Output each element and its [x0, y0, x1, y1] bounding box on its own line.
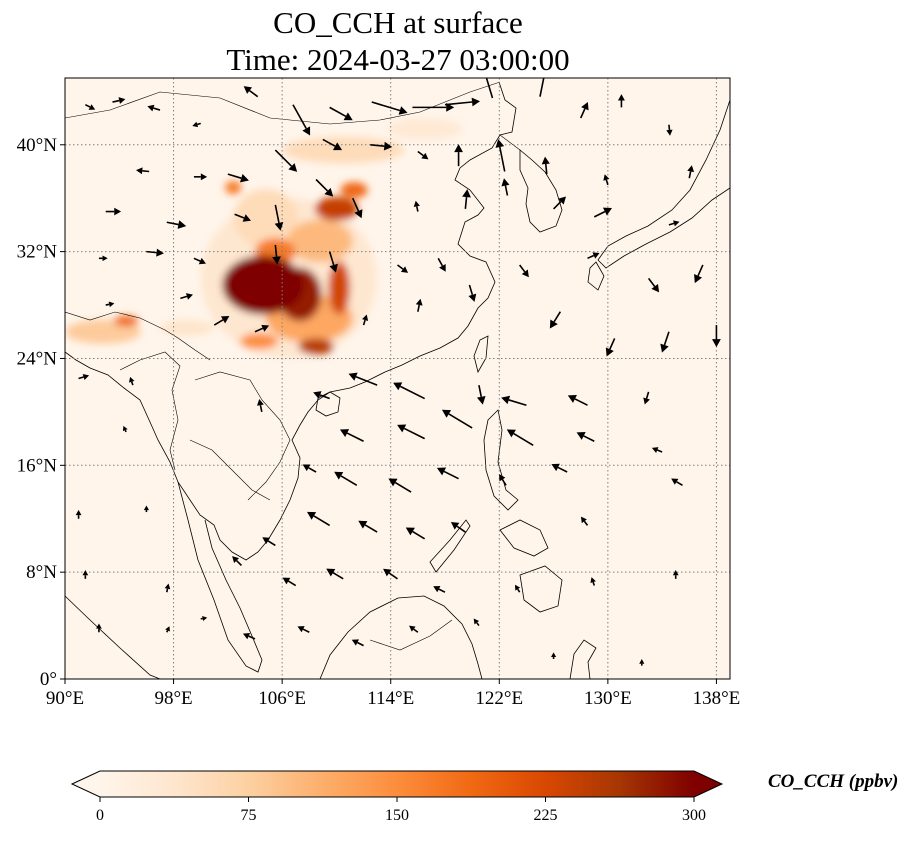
longitude-ticks: 90°E 98°E 106°E 114°E 122°E 130°E 138°E	[46, 679, 740, 709]
colorbar-tick-label: 225	[534, 807, 558, 824]
co-plume	[298, 338, 333, 354]
colorbar-body	[100, 771, 694, 797]
colorbar-tick-label: 0	[96, 807, 104, 824]
y-tick-label: 40°N	[17, 135, 58, 156]
co-plume	[222, 256, 303, 315]
map-title-line2: Time: 2024-03-27 03:00:00	[226, 42, 569, 77]
y-tick-label: 16°N	[17, 455, 58, 476]
colorbar-ticks: 0 75 150 225 300	[96, 797, 706, 824]
map-background	[65, 78, 730, 679]
colorbar-tick-label: 150	[385, 807, 409, 824]
colorbar-label: CO_CCH (ppbv)	[768, 771, 898, 792]
y-tick-label: 24°N	[17, 348, 58, 369]
colorbar-tick-label: 300	[682, 807, 706, 824]
map-panel	[65, 62, 730, 679]
x-tick-label: 90°E	[46, 688, 84, 709]
co-plume	[341, 182, 368, 198]
x-tick-label: 122°E	[475, 688, 523, 709]
colorbar-tick-label: 75	[241, 807, 257, 824]
x-tick-label: 130°E	[584, 688, 632, 709]
colorbar-extend-min	[72, 771, 100, 797]
co-plume	[160, 320, 214, 336]
co-plume	[288, 220, 353, 263]
co-plume	[240, 333, 278, 349]
co-plume	[315, 197, 358, 221]
x-tick-label: 106°E	[258, 688, 306, 709]
x-tick-label: 138°E	[693, 688, 741, 709]
y-tick-label: 8°N	[26, 562, 57, 583]
co-plume	[387, 118, 463, 139]
y-tick-label: 32°N	[17, 242, 58, 263]
latitude-ticks: 0° 8°N 16°N 24°N 32°N 40°N	[17, 135, 65, 690]
x-tick-label: 114°E	[367, 688, 414, 709]
co-plume	[114, 316, 138, 327]
y-tick-label: 0°	[40, 669, 57, 690]
map-title-line1: CO_CCH at surface	[273, 5, 523, 40]
co-plume	[282, 137, 404, 164]
x-tick-label: 98°E	[154, 688, 192, 709]
co-plume	[328, 261, 350, 314]
colorbar-extend-max	[694, 771, 722, 797]
colorbar: 0 75 150 225 300 CO_CCH (ppbv)	[72, 771, 898, 824]
co-plume	[225, 181, 241, 194]
